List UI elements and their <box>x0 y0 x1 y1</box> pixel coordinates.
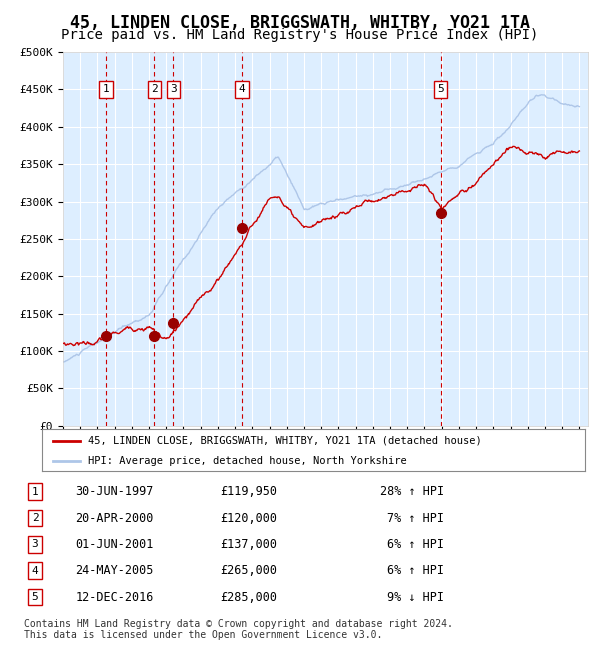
Text: 2: 2 <box>32 513 38 523</box>
Text: 4: 4 <box>32 566 38 576</box>
Text: Price paid vs. HM Land Registry's House Price Index (HPI): Price paid vs. HM Land Registry's House … <box>61 28 539 42</box>
Text: 6% ↑ HPI: 6% ↑ HPI <box>387 564 444 577</box>
Text: £137,000: £137,000 <box>220 538 277 551</box>
Text: 4: 4 <box>238 84 245 94</box>
Text: 5: 5 <box>32 592 38 602</box>
Text: £285,000: £285,000 <box>220 591 277 604</box>
Text: 45, LINDEN CLOSE, BRIGGSWATH, WHITBY, YO21 1TA: 45, LINDEN CLOSE, BRIGGSWATH, WHITBY, YO… <box>70 14 530 32</box>
Text: 2: 2 <box>151 84 158 94</box>
Text: 24-MAY-2005: 24-MAY-2005 <box>76 564 154 577</box>
Text: 5: 5 <box>437 84 444 94</box>
Text: £120,000: £120,000 <box>220 512 277 525</box>
Text: 3: 3 <box>170 84 177 94</box>
Text: 6% ↑ HPI: 6% ↑ HPI <box>387 538 444 551</box>
Text: 20-APR-2000: 20-APR-2000 <box>76 512 154 525</box>
Text: 1: 1 <box>32 487 38 497</box>
Text: 30-JUN-1997: 30-JUN-1997 <box>76 485 154 498</box>
Text: 7% ↑ HPI: 7% ↑ HPI <box>387 512 444 525</box>
Text: £265,000: £265,000 <box>220 564 277 577</box>
Text: 1: 1 <box>103 84 109 94</box>
Text: 9% ↓ HPI: 9% ↓ HPI <box>387 591 444 604</box>
Text: £119,950: £119,950 <box>220 485 277 498</box>
Text: Contains HM Land Registry data © Crown copyright and database right 2024.
This d: Contains HM Land Registry data © Crown c… <box>24 619 453 640</box>
Text: 28% ↑ HPI: 28% ↑ HPI <box>380 485 444 498</box>
Text: HPI: Average price, detached house, North Yorkshire: HPI: Average price, detached house, Nort… <box>88 456 407 465</box>
Text: 12-DEC-2016: 12-DEC-2016 <box>76 591 154 604</box>
Text: 3: 3 <box>32 540 38 549</box>
Text: 01-JUN-2001: 01-JUN-2001 <box>76 538 154 551</box>
Text: 45, LINDEN CLOSE, BRIGGSWATH, WHITBY, YO21 1TA (detached house): 45, LINDEN CLOSE, BRIGGSWATH, WHITBY, YO… <box>88 436 482 446</box>
